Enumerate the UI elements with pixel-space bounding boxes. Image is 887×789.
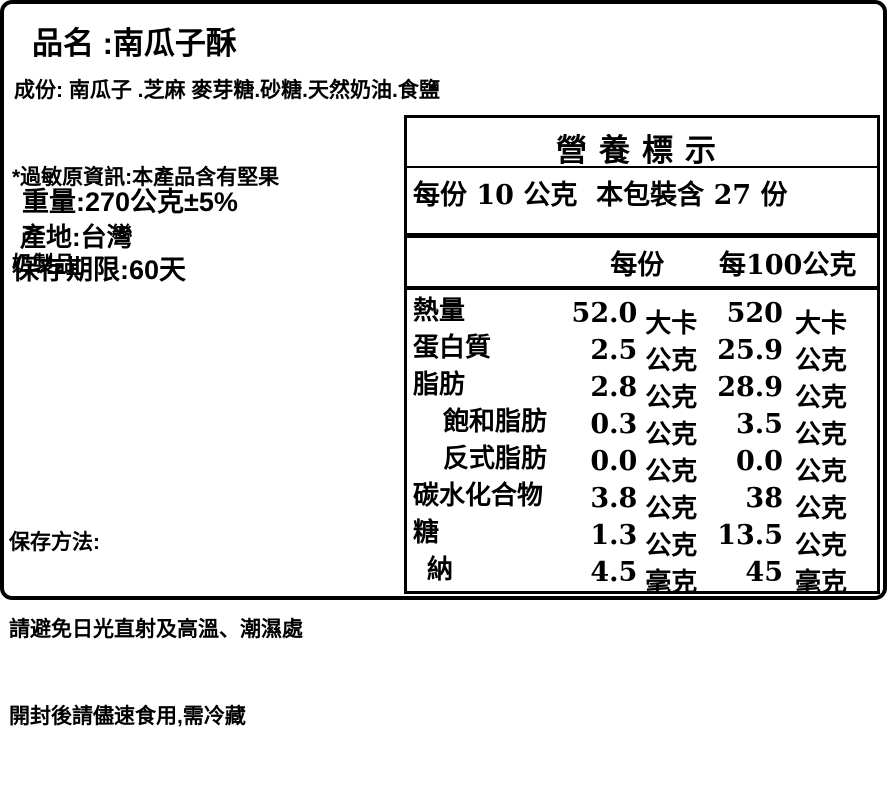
origin-text: 產地:台灣	[20, 222, 133, 252]
per-100g-unit: 公克	[794, 346, 847, 376]
nutrient-label: 納	[427, 555, 454, 585]
per-100g-value: 3.5	[736, 409, 783, 440]
allergen-line-2: 奶製品	[12, 253, 75, 276]
per-serving-unit: 公克	[645, 346, 698, 376]
per-serving-value: 4.5	[590, 557, 638, 588]
allergen-line-1: *過敏原資訊:本產品含有堅果	[12, 166, 280, 189]
per-serving-value: 3.8	[590, 483, 638, 514]
nutrition-table-title: 營養標示	[407, 118, 877, 169]
per-serving-unit: 公克	[645, 420, 698, 450]
nutrient-row-calories: 熱量 52.0 大卡 520 大卡	[407, 292, 877, 339]
nutrient-row-sodium: 納 4.5 毫克 45 毫克	[407, 551, 877, 598]
per-serving-value: 52.0	[571, 298, 638, 329]
per-100g-value: 13.5	[717, 520, 783, 551]
per-100g-header: 每100公克	[718, 249, 857, 281]
per-100g-value: 38	[745, 483, 783, 514]
nutrient-rows: 熱量 52.0 大卡 520 大卡 蛋白質 2.5 公克 25.9 公克 脂肪 …	[407, 290, 877, 598]
per-serving-value: 2.8	[590, 372, 638, 403]
nutrient-row-protein: 蛋白質 2.5 公克 25.9 公克	[407, 329, 877, 376]
shelf-life-text: 保存期限:60天	[12, 255, 187, 285]
nutrition-facts-table: 營養標示 每份 10 公克 本包裝含 27 份 每份 每100公克 熱量 52.…	[404, 115, 880, 598]
product-name: 品名 :南瓜子酥	[32, 26, 237, 61]
per-serving-header: 每份	[610, 249, 665, 281]
allergen-info: *過敏原資訊:本產品含有堅果 奶製品	[12, 105, 279, 337]
nutrient-label: 碳水化合物	[413, 481, 544, 511]
nutrient-row-saturated-fat: 飽和脂肪 0.3 公克 3.5 公克	[407, 403, 877, 450]
per-serving-unit: 公克	[645, 531, 698, 561]
nutrient-row-sugar: 糖 1.3 公克 13.5 公克	[407, 514, 877, 561]
per-100g-unit: 公克	[794, 420, 847, 450]
per-serving-value: 2.5	[590, 335, 638, 366]
nutrient-row-carbohydrate: 碳水化合物 3.8 公克 38 公克	[407, 477, 877, 524]
per-100g-value: 25.9	[717, 335, 783, 366]
per-serving-unit: 公克	[645, 383, 698, 413]
per-100g-unit: 毫克	[794, 568, 847, 598]
product-label-card: 品名 :南瓜子酥 成份: 南瓜子 .芝麻 麥芽糖.砂糖.天然奶油.食鹽 *過敏原…	[0, 0, 887, 728]
per-100g-unit: 公克	[794, 531, 847, 561]
nutrient-row-fat: 脂肪 2.8 公克 28.9 公克	[407, 366, 877, 413]
nutrient-label: 蛋白質	[413, 333, 492, 363]
storage-instructions: 保存方法: 請避免日光直射及高溫、潮濕處 開封後請儘速食用,需冷藏	[9, 470, 303, 789]
per-serving-unit: 大卡	[645, 309, 698, 339]
per-serving-unit: 公克	[645, 494, 698, 524]
per-100g-unit: 公克	[794, 383, 847, 413]
per-100g-value: 45	[745, 557, 783, 588]
nutrient-label: 脂肪	[413, 370, 466, 400]
serving-info: 每份 10 公克 本包裝含 27 份	[407, 168, 877, 238]
per-100g-value: 28.9	[717, 372, 783, 403]
per-100g-value: 520	[726, 298, 783, 329]
nutrient-label: 熱量	[413, 296, 466, 326]
storage-line-1: 請避免日光直射及高溫、潮濕處	[9, 618, 303, 641]
nutrient-label: 反式脂肪	[443, 444, 548, 474]
nutrient-label: 糖	[413, 518, 440, 548]
per-100g-unit: 公克	[794, 494, 847, 524]
per-serving-unit: 公克	[645, 457, 698, 487]
per-100g-unit: 大卡	[794, 309, 847, 339]
storage-title: 保存方法:	[9, 531, 100, 554]
per-serving-value: 0.3	[590, 409, 638, 440]
storage-line-2: 開封後請儘速食用,需冷藏	[9, 705, 246, 728]
weight-text: 重量:270公克±5%	[22, 187, 238, 217]
nutrition-column-headers: 每份 每100公克	[407, 238, 877, 290]
per-serving-value: 0.0	[590, 446, 638, 477]
per-100g-value: 0.0	[736, 446, 783, 477]
per-serving-value: 1.3	[590, 520, 638, 551]
nutrient-label: 飽和脂肪	[443, 407, 548, 437]
per-100g-unit: 公克	[794, 457, 847, 487]
per-serving-unit: 毫克	[645, 568, 698, 598]
nutrient-row-trans-fat: 反式脂肪 0.0 公克 0.0 公克	[407, 440, 877, 487]
ingredients-text: 成份: 南瓜子 .芝麻 麥芽糖.砂糖.天然奶油.食鹽	[14, 79, 440, 102]
